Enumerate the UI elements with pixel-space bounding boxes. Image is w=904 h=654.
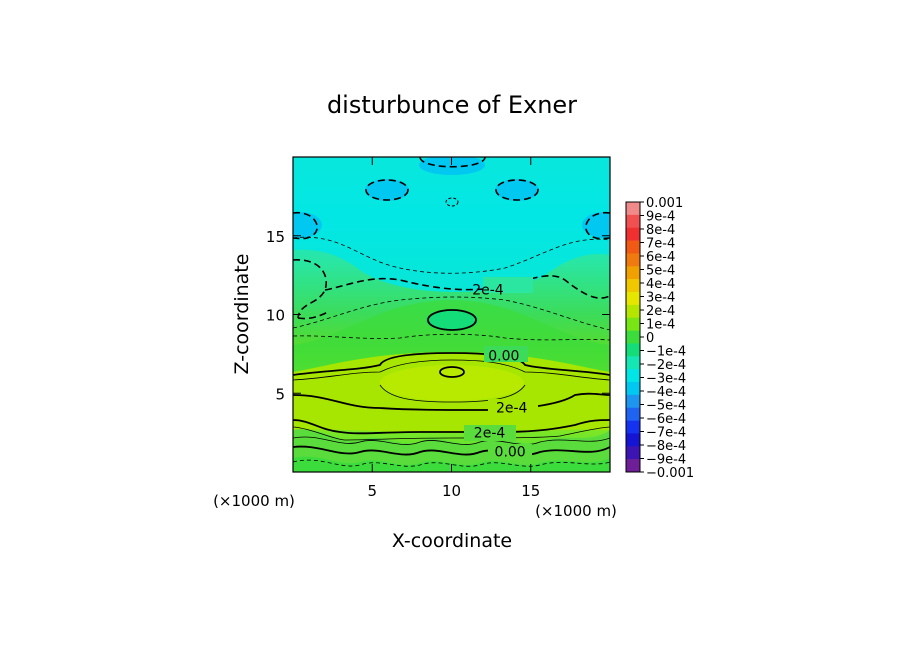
positive-contours bbox=[293, 309, 610, 456]
green-cell-center bbox=[426, 309, 478, 331]
colorbar-label: −5e-4 bbox=[646, 399, 686, 414]
colorbar: 0.0019e-48e-47e-46e-45e-44e-43e-42e-41e-… bbox=[625, 196, 694, 481]
colorbar-label: −4e-4 bbox=[646, 385, 686, 400]
y-unit-label: (×1000 m) bbox=[213, 492, 295, 510]
colorbar-swatch bbox=[626, 343, 640, 357]
colorbar-swatch bbox=[626, 214, 640, 229]
colorbar-swatch bbox=[626, 382, 640, 396]
colorbar-swatch bbox=[626, 317, 640, 331]
colorbar-label: 4e-4 bbox=[646, 277, 675, 292]
axes: 5 10 15 5 10 15 bbox=[266, 157, 610, 500]
colorbar-label: 5e-4 bbox=[646, 264, 675, 279]
colorbar-swatch bbox=[626, 420, 640, 434]
colorbar-label: 2e-4 bbox=[646, 304, 675, 319]
contour-neg-right bbox=[495, 179, 539, 201]
colorbar-swatch bbox=[626, 304, 640, 319]
contour-label: 0.00 bbox=[488, 348, 519, 364]
x-axis-title: X-coordinate bbox=[392, 530, 512, 552]
contour-positive-low bbox=[293, 419, 610, 435]
colorbar-label: 9e-4 bbox=[646, 210, 675, 225]
contour-label: 2e-4 bbox=[474, 426, 506, 442]
contour-neg-dot bbox=[445, 197, 459, 207]
colorbar-swatch bbox=[626, 356, 640, 370]
colorbar-swatch bbox=[626, 227, 640, 241]
label-bg-4 bbox=[464, 425, 516, 441]
colorbar-swatch bbox=[626, 407, 640, 421]
label-bg-5 bbox=[488, 444, 532, 460]
y-axis-title: Z-coordinate bbox=[231, 254, 253, 375]
contour-zero-low bbox=[293, 445, 610, 456]
colorbar-swatch bbox=[626, 279, 640, 293]
contour-labels: 2e-4 0.00 2e-4 2e-4 0.00 bbox=[472, 282, 527, 460]
colorbar-swatch bbox=[626, 369, 640, 383]
x-tick-label: 15 bbox=[521, 482, 540, 500]
contour-thin-low bbox=[293, 333, 610, 341]
colorbar-label: 0.001 bbox=[646, 196, 683, 211]
colorbar-swatch bbox=[626, 240, 640, 254]
contour-label: 2e-4 bbox=[496, 400, 528, 416]
blue-cell-edge-left bbox=[293, 212, 322, 238]
colorbar-swatch bbox=[626, 292, 640, 306]
contour-neg-left-loop bbox=[297, 311, 329, 320]
colorbar-label: 7e-4 bbox=[646, 237, 675, 252]
colorbar-swatch bbox=[626, 253, 640, 267]
colorbar-label: 1e-4 bbox=[646, 318, 675, 333]
colorbar-label: −9e-4 bbox=[646, 453, 686, 468]
contour-neg-top bbox=[419, 157, 486, 168]
chart-title: disturbunce of Exner bbox=[327, 91, 577, 119]
colorbar-label: −1e-4 bbox=[646, 345, 686, 360]
contour-center-mid bbox=[439, 366, 465, 378]
contour-thin-solid-3 bbox=[293, 436, 610, 445]
contour-thin-solid-1 bbox=[293, 359, 610, 381]
thin-dashed-contours bbox=[293, 236, 610, 467]
colorbar-label: −0.001 bbox=[646, 466, 694, 481]
green-band bbox=[293, 300, 610, 372]
yellow-cell-center bbox=[380, 365, 524, 401]
label-bg-1 bbox=[483, 277, 533, 293]
contour-label-bg bbox=[464, 277, 538, 460]
blue-cell-right bbox=[495, 179, 539, 201]
contour-field bbox=[293, 157, 610, 472]
colorbar-label: −8e-4 bbox=[646, 439, 686, 454]
colorbar-label: −3e-4 bbox=[646, 372, 686, 387]
blue-cell-left bbox=[365, 179, 409, 201]
colorbar-label: 3e-4 bbox=[646, 291, 675, 306]
x-tick-label: 5 bbox=[367, 482, 377, 500]
colorbar-label: −6e-4 bbox=[646, 412, 686, 427]
contour-neg-wide bbox=[293, 259, 610, 319]
y-tick-label: 5 bbox=[275, 385, 285, 403]
contour-thin-upper bbox=[293, 236, 610, 274]
colorbar-label: 0 bbox=[646, 331, 654, 346]
colorbar-swatch bbox=[626, 446, 640, 460]
y-tick-label: 10 bbox=[266, 307, 285, 325]
colorbar-swatch bbox=[626, 459, 640, 473]
contour-neg-edge-right bbox=[585, 212, 610, 240]
contour-zero-upper bbox=[293, 352, 610, 376]
x-unit-label: (×1000 m) bbox=[535, 502, 617, 520]
contour-neg-left bbox=[365, 179, 409, 201]
contour-center-upper bbox=[427, 309, 477, 331]
y-tick-label: 15 bbox=[266, 228, 285, 246]
contour-label: 0.00 bbox=[495, 445, 526, 461]
thin-solid-contours bbox=[293, 359, 610, 445]
label-bg-3 bbox=[488, 399, 538, 415]
negative-contours bbox=[293, 157, 610, 320]
x-tick-label: 10 bbox=[442, 482, 461, 500]
colorbar-label: −2e-4 bbox=[646, 358, 686, 373]
colorbar-swatch bbox=[626, 433, 640, 447]
colorbar-label: 6e-4 bbox=[646, 250, 675, 265]
contour-thin-solid-4 bbox=[293, 426, 610, 441]
colorbar-label: 8e-4 bbox=[646, 223, 675, 238]
colorbar-swatch bbox=[626, 266, 640, 280]
contour-label: 2e-4 bbox=[472, 282, 504, 298]
colorbar-label: −7e-4 bbox=[646, 426, 686, 441]
colorbar-swatch bbox=[626, 202, 640, 216]
contour-positive-ring bbox=[293, 392, 610, 411]
contour-thin-solid-2 bbox=[379, 384, 526, 403]
label-bg-2 bbox=[484, 346, 528, 362]
colorbar-swatch bbox=[626, 394, 640, 409]
colorbar-swatch bbox=[626, 330, 640, 344]
